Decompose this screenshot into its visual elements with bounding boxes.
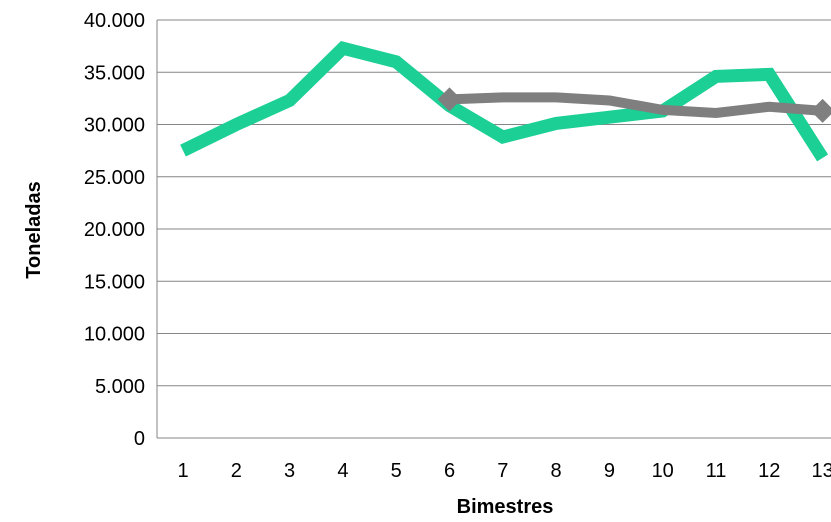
- y-tick-label: 10.000: [84, 324, 145, 346]
- y-tick-label: 0: [134, 428, 145, 450]
- gridlines: [156, 19, 831, 439]
- x-axis-ticks: 1 2 3 4 5 6 7 8 9 10 11 12 13: [177, 460, 831, 482]
- x-tick-label: 2: [231, 460, 242, 482]
- y-tick-label: 5.000: [95, 376, 145, 398]
- y-tick-label: 15.000: [84, 271, 145, 293]
- series-line: [449, 92, 823, 119]
- x-tick-label: 10: [652, 460, 674, 482]
- x-tick-label: 4: [337, 460, 348, 482]
- x-tick-label: 12: [758, 460, 780, 482]
- x-tick-label: 5: [391, 460, 402, 482]
- y-tick-label: 30.000: [84, 115, 145, 137]
- x-tick-label: 1: [177, 460, 188, 482]
- y-axis-title: Toneladas: [23, 181, 45, 278]
- y-tick-label: 40.000: [84, 10, 145, 32]
- series-line: [180, 41, 829, 162]
- x-tick-label: 3: [284, 460, 295, 482]
- x-tick-label: 11: [706, 460, 727, 482]
- x-tick-label: 8: [551, 460, 562, 482]
- data-point-marker: [810, 98, 831, 123]
- y-tick-label: 35.000: [84, 62, 145, 84]
- x-tick-label: 7: [497, 460, 508, 482]
- y-axis-ticks: 0 5.000 10.000 15.000 20.000 25.000 30.000 35.0…: [84, 10, 145, 450]
- y-tick-label: 20.000: [84, 219, 145, 241]
- x-tick-label: 6: [444, 460, 455, 482]
- x-tick-label: 9: [604, 460, 615, 482]
- x-axis-title: Bimestres: [457, 496, 554, 518]
- x-tick-label: 13: [811, 460, 831, 482]
- data-point-marker: [437, 87, 462, 112]
- series-group: [180, 41, 831, 162]
- y-tick-label: 25.000: [84, 167, 145, 189]
